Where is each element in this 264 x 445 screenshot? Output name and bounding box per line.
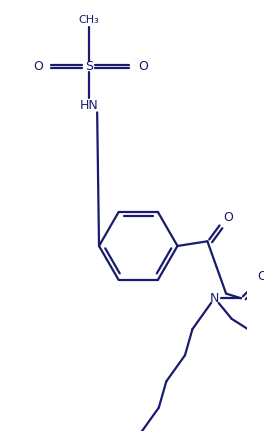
Text: CH₃: CH₃ (78, 15, 99, 25)
Text: O: O (258, 270, 264, 283)
Text: O: O (33, 60, 43, 73)
Text: HN: HN (79, 99, 98, 112)
Text: O: O (223, 210, 233, 223)
Text: O: O (138, 60, 148, 73)
Text: S: S (85, 60, 93, 73)
Text: N: N (210, 292, 220, 305)
